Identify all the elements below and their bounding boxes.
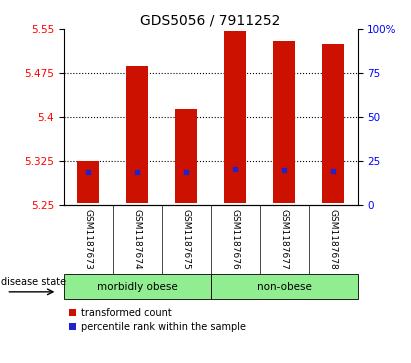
Text: GSM1187676: GSM1187676 [231,208,240,269]
Text: GSM1187674: GSM1187674 [133,208,142,269]
Bar [273,41,295,203]
Text: morbidly obese: morbidly obese [97,282,178,292]
Bar [175,109,197,203]
Text: GSM1187675: GSM1187675 [182,208,191,269]
Text: GSM1187673: GSM1187673 [84,208,93,269]
Text: GSM1187678: GSM1187678 [328,208,337,269]
Bar [126,66,148,203]
Bar [211,274,358,299]
Legend: transformed count, percentile rank within the sample: transformed count, percentile rank withi… [69,308,246,332]
Bar [322,44,344,203]
Title: GDS5056 / 7911252: GDS5056 / 7911252 [141,14,281,28]
Bar [77,161,99,203]
Bar [224,31,246,203]
Bar [64,274,210,299]
Text: disease state: disease state [1,277,67,287]
Text: GSM1187677: GSM1187677 [279,208,289,269]
Text: non-obese: non-obese [256,282,312,292]
